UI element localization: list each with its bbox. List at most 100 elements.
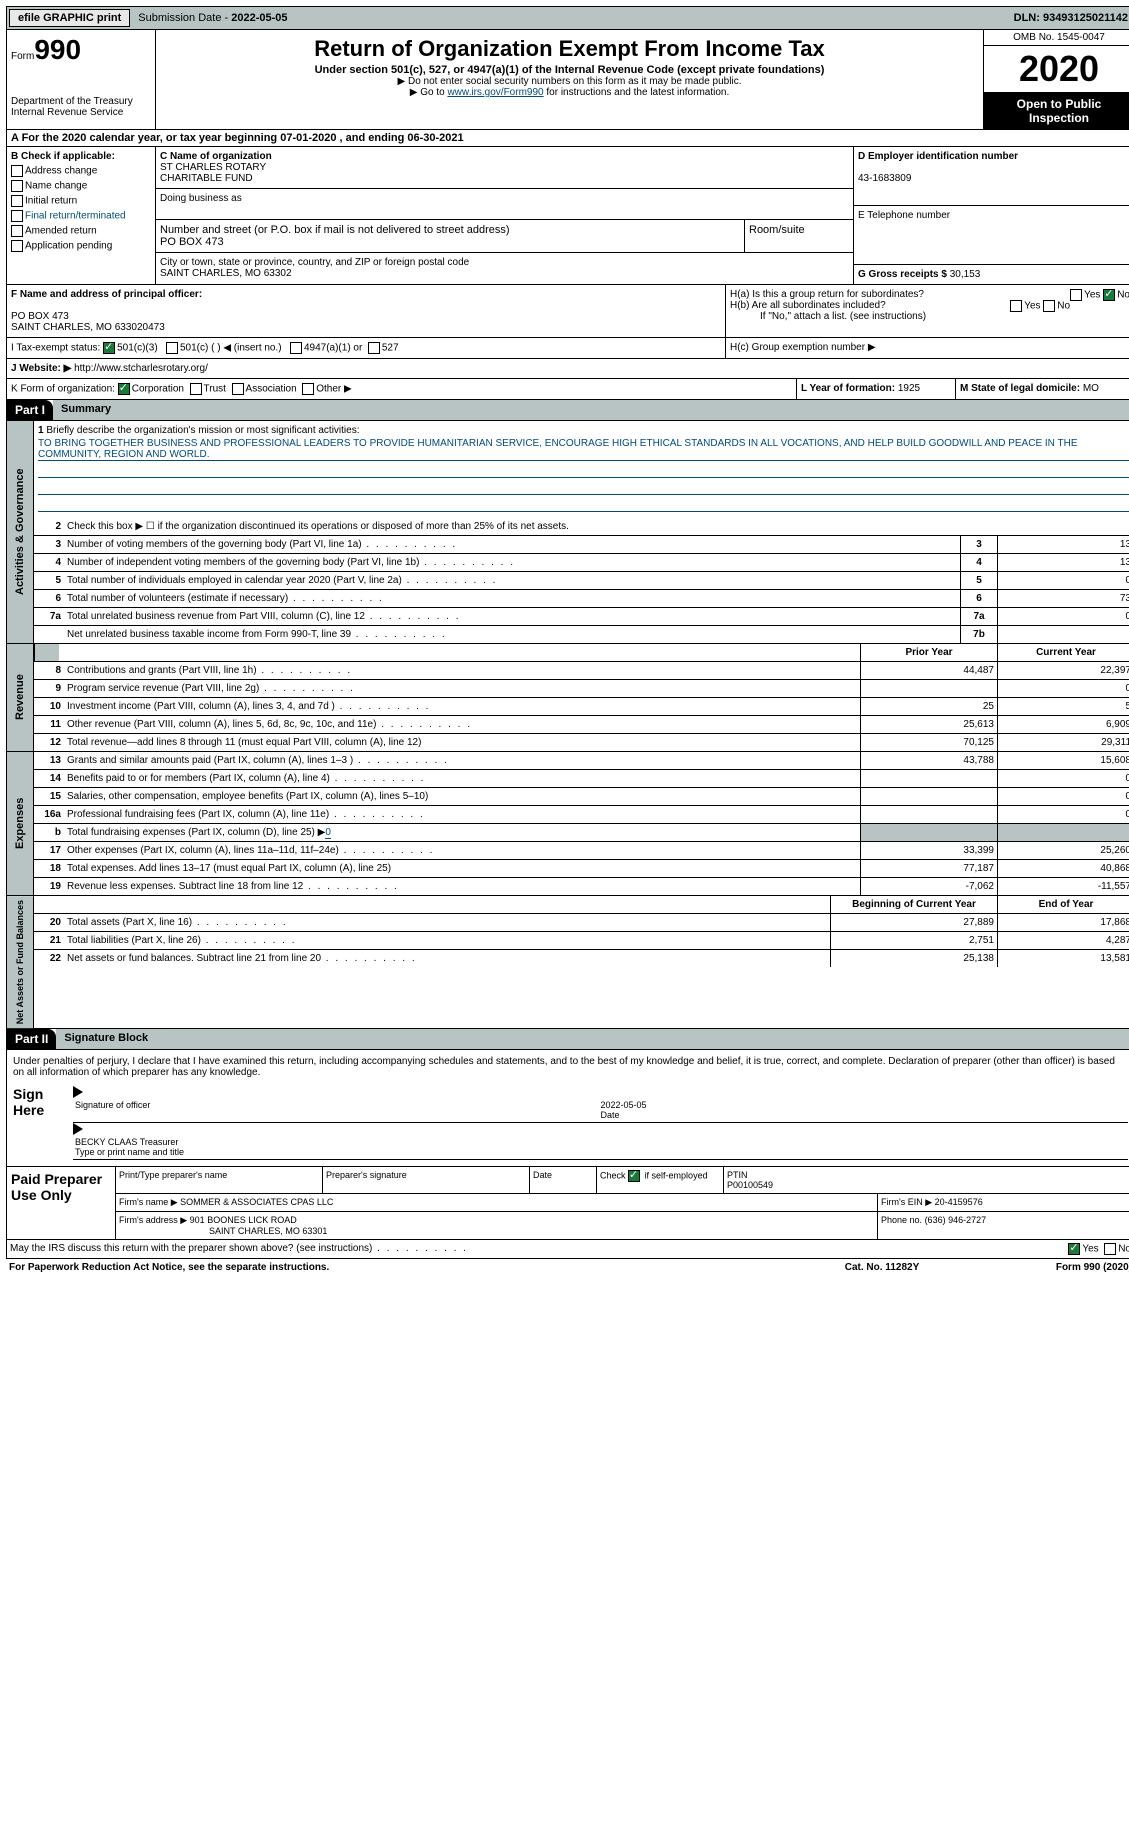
line-22: 22Net assets or fund balances. Subtract … <box>34 950 1129 967</box>
header-right: OMB No. 1545-0047 2020 Open to Public In… <box>983 30 1129 129</box>
part2-label: Part II <box>7 1029 56 1049</box>
street-address: PO BOX 473 <box>160 236 224 248</box>
footer-row: For Paperwork Reduction Act Notice, see … <box>6 1259 1129 1276</box>
omb-number: OMB No. 1545-0047 <box>984 30 1129 46</box>
h-b-note: If "No," attach a list. (see instruction… <box>730 311 1129 322</box>
cb-discuss-no[interactable] <box>1104 1243 1116 1255</box>
cb-self-employed[interactable] <box>628 1170 640 1182</box>
address-box: Number and street (or P.O. box if mail i… <box>156 220 853 253</box>
tab-governance: Activities & Governance <box>7 421 34 643</box>
box-f: F Name and address of principal officer:… <box>7 285 726 337</box>
box-g: G Gross receipts $ 30,153 <box>854 265 1129 284</box>
cb-final-return[interactable]: Final return/terminated <box>11 210 151 222</box>
section-expenses: Expenses 13Grants and similar amounts pa… <box>6 752 1129 896</box>
dba-box: Doing business as <box>156 189 853 220</box>
note-ssn: ▶ Do not enter social security numbers o… <box>160 76 979 87</box>
form-subtitle: Under section 501(c), 527, or 4947(a)(1)… <box>160 64 979 76</box>
tax-year: 2020 <box>984 46 1129 93</box>
cb-name-change[interactable]: Name change <box>11 180 151 192</box>
box-m: M State of legal domicile: MO <box>956 379 1129 399</box>
declaration-text: Under penalties of perjury, I declare th… <box>13 1056 1128 1078</box>
preparer-row-1: Print/Type preparer's name Preparer's si… <box>116 1167 1129 1194</box>
entity-block: B Check if applicable: Address change Na… <box>6 147 1129 285</box>
box-d: D Employer identification number43-16838… <box>854 147 1129 206</box>
arrow-icon <box>73 1123 83 1135</box>
cb-501c3[interactable] <box>103 342 115 354</box>
part2-header: Part II Signature Block <box>6 1029 1129 1050</box>
tab-netassets: Net Assets or Fund Balances <box>7 896 34 1028</box>
line-3: 3Number of voting members of the governi… <box>34 536 1129 554</box>
cb-trust[interactable] <box>190 383 202 395</box>
tax-year-line: A For the 2020 calendar year, or tax yea… <box>6 130 1129 147</box>
ein: 43-1683809 <box>858 173 911 184</box>
line-13: 13Grants and similar amounts paid (Part … <box>34 752 1129 770</box>
cb-association[interactable] <box>232 383 244 395</box>
part2-title: Signature Block <box>56 1029 1129 1049</box>
line-19: 19Revenue less expenses. Subtract line 1… <box>34 878 1129 895</box>
cb-initial-return[interactable]: Initial return <box>11 195 151 207</box>
cb-527[interactable] <box>368 342 380 354</box>
section-netassets: Net Assets or Fund Balances Beginning of… <box>6 896 1129 1029</box>
line-10: 10Investment income (Part VIII, column (… <box>34 698 1129 716</box>
sign-here-label: Sign Here <box>13 1086 73 1160</box>
line-9: 9Program service revenue (Part VIII, lin… <box>34 680 1129 698</box>
line-7b: Net unrelated business taxable income fr… <box>34 626 1129 643</box>
tab-expenses: Expenses <box>7 752 34 895</box>
box-deg: D Employer identification number43-16838… <box>853 147 1129 284</box>
paid-preparer-block: Paid Preparer Use Only Print/Type prepar… <box>6 1167 1129 1240</box>
h-a: H(a) Is this a group return for subordin… <box>730 289 1129 300</box>
pra-notice: For Paperwork Reduction Act Notice, see … <box>9 1262 782 1273</box>
row-fh: F Name and address of principal officer:… <box>6 285 1129 338</box>
part1-header: Part I Summary <box>6 400 1129 421</box>
cb-501c[interactable] <box>166 342 178 354</box>
box-e: E Telephone number <box>854 206 1129 265</box>
cat-number: Cat. No. 11282Y <box>782 1262 982 1273</box>
cb-corporation[interactable] <box>118 383 130 395</box>
line-8: 8Contributions and grants (Part VIII, li… <box>34 662 1129 680</box>
dln-label: DLN: 93493125021142 <box>1008 10 1129 26</box>
line-7a: 7aTotal unrelated business revenue from … <box>34 608 1129 626</box>
mission-text: TO BRING TOGETHER BUSINESS AND PROFESSIO… <box>38 438 1129 461</box>
gross-receipts: 30,153 <box>950 269 981 280</box>
line-20: 20Total assets (Part X, line 16)27,88917… <box>34 914 1129 932</box>
firm-ein: 20-4159576 <box>935 1197 983 1207</box>
tab-revenue: Revenue <box>7 644 34 751</box>
line-16b: bTotal fundraising expenses (Part IX, co… <box>34 824 1129 842</box>
cb-other[interactable] <box>302 383 314 395</box>
form-ref: Form 990 (2020) <box>982 1262 1129 1273</box>
cb-4947[interactable] <box>290 342 302 354</box>
cb-application-pending[interactable]: Application pending <box>11 240 151 252</box>
part1-label: Part I <box>7 400 53 420</box>
cb-discuss-yes[interactable] <box>1068 1243 1080 1255</box>
box-i: I Tax-exempt status: 501(c)(3) 501(c) ( … <box>7 338 726 358</box>
box-c: C Name of organizationST CHARLES ROTARY … <box>156 147 853 284</box>
cb-address-change[interactable]: Address change <box>11 165 151 177</box>
line-11: 11Other revenue (Part VIII, column (A), … <box>34 716 1129 734</box>
firm-address: 901 BOONES LICK ROAD <box>190 1215 297 1225</box>
line-18: 18Total expenses. Add lines 13–17 (must … <box>34 860 1129 878</box>
room-suite: Room/suite <box>745 220 853 252</box>
row-klm: K Form of organization: Corporation Trus… <box>6 379 1129 400</box>
header-left: Form990 Department of the Treasury Inter… <box>7 30 156 129</box>
irs-link[interactable]: www.irs.gov/Form990 <box>447 87 543 98</box>
form-title: Return of Organization Exempt From Incom… <box>160 36 979 62</box>
line-5: 5Total number of individuals employed in… <box>34 572 1129 590</box>
paid-preparer-label: Paid Preparer Use Only <box>7 1167 116 1239</box>
form-header: Form990 Department of the Treasury Inter… <box>6 30 1129 130</box>
box-h: H(a) Is this a group return for subordin… <box>726 285 1129 337</box>
h-c: H(c) Group exemption number ▶ <box>726 338 1129 358</box>
efile-print-button[interactable]: efile GRAPHIC print <box>9 9 130 27</box>
toolbar-spacer <box>296 16 1006 20</box>
discuss-row: May the IRS discuss this return with the… <box>6 1240 1129 1259</box>
website-url[interactable]: http://www.stcharlesrotary.org/ <box>74 363 208 374</box>
cb-amended-return[interactable]: Amended return <box>11 225 151 237</box>
form-number: 990 <box>34 34 81 65</box>
line-16a: 16aProfessional fundraising fees (Part I… <box>34 806 1129 824</box>
form-label: Form <box>11 51 34 62</box>
line-2: 2Check this box ▶ ☐ if the organization … <box>34 518 1129 536</box>
line-12: 12Total revenue—add lines 8 through 11 (… <box>34 734 1129 751</box>
box-j: J Website: ▶ http://www.stcharlesrotary.… <box>6 359 1129 379</box>
line-15: 15Salaries, other compensation, employee… <box>34 788 1129 806</box>
firm-phone: (636) 946-2727 <box>925 1215 987 1225</box>
officer-name-line: BECKY CLAAS TreasurerType or print name … <box>73 1135 1128 1160</box>
